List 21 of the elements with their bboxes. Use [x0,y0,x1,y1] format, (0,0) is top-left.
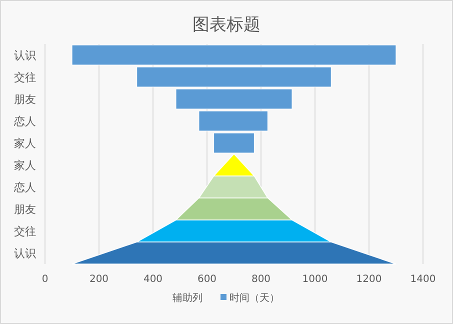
y-tick-label: 认识 [14,247,36,260]
y-tick-label: 家人 [14,137,36,150]
y-tick-label: 交往 [14,71,36,84]
y-tick-label: 恋人 [13,115,36,128]
y-tick-label: 朋友 [14,203,36,216]
legend: 辅助列 时间（天） [172,293,280,304]
y-tick-label: 朋友 [14,93,36,106]
y-tick-label: 认识 [14,49,36,62]
x-tick-label: 200 [89,274,109,285]
x-tick-label: 800 [251,274,271,285]
x-tick-label: 1200 [356,274,382,285]
x-tick-label: 1000 [302,274,328,285]
x-tick-label: 400 [143,274,163,285]
x-tick-label: 0 [42,274,48,285]
x-tick-label: 1400 [410,274,436,285]
y-tick-label: 交往 [14,225,36,238]
y-tick-label: 家人 [14,159,36,172]
legend-label: 时间（天） [230,292,280,304]
chart-title: 图表标题 [192,15,260,35]
x-tick-label: 600 [197,274,217,285]
y-tick-label: 恋人 [13,181,36,194]
